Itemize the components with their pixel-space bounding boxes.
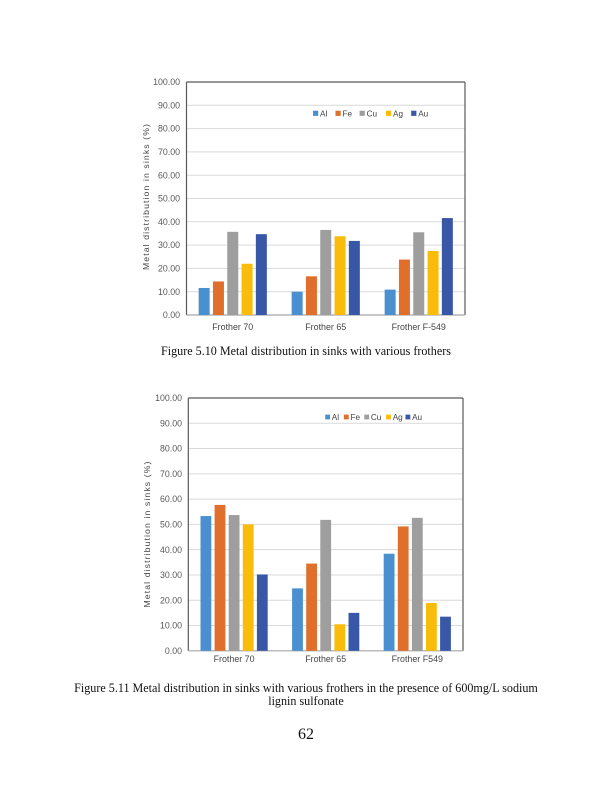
svg-text:10.00: 10.00: [160, 621, 182, 631]
svg-text:50.00: 50.00: [158, 194, 180, 204]
svg-text:Fe: Fe: [343, 109, 353, 118]
svg-text:70.00: 70.00: [158, 147, 180, 157]
svg-text:80.00: 80.00: [160, 444, 182, 454]
svg-text:0.00: 0.00: [163, 310, 180, 320]
svg-text:Au: Au: [418, 109, 428, 118]
svg-text:Ag: Ag: [393, 109, 403, 118]
svg-text:40.00: 40.00: [158, 217, 180, 227]
svg-text:Frother 65: Frother 65: [305, 322, 346, 332]
svg-text:0.00: 0.00: [165, 646, 182, 656]
svg-text:Al: Al: [332, 413, 339, 422]
svg-text:10.00: 10.00: [158, 287, 180, 297]
svg-text:Au: Au: [412, 413, 422, 422]
svg-text:80.00: 80.00: [158, 124, 180, 134]
svg-text:Ag: Ag: [393, 413, 403, 422]
svg-text:Al: Al: [320, 109, 327, 118]
svg-text:Frother F-549: Frother F-549: [392, 322, 446, 332]
svg-text:90.00: 90.00: [160, 418, 182, 428]
svg-text:Fe: Fe: [351, 413, 361, 422]
svg-text:30.00: 30.00: [158, 240, 180, 250]
svg-text:100.00: 100.00: [155, 393, 182, 403]
svg-text:Cu: Cu: [371, 413, 382, 422]
svg-text:100.00: 100.00: [153, 77, 180, 87]
svg-text:Frother 70: Frother 70: [212, 322, 253, 332]
svg-text:70.00: 70.00: [160, 469, 182, 479]
svg-text:30.00: 30.00: [160, 570, 182, 580]
svg-text:Frother F549: Frother F549: [392, 654, 443, 664]
svg-text:20.00: 20.00: [160, 595, 182, 605]
svg-text:Metal distribution in sinks (%: Metal distribution in sinks (%): [141, 123, 151, 270]
svg-text:50.00: 50.00: [160, 519, 182, 529]
svg-text:Cu: Cu: [367, 109, 378, 118]
svg-text:Frother 65: Frother 65: [305, 654, 346, 664]
svg-text:20.00: 20.00: [158, 263, 180, 273]
svg-text:60.00: 60.00: [158, 170, 180, 180]
svg-text:90.00: 90.00: [158, 100, 180, 110]
svg-text:Metal distribution in sinks (%: Metal distribution in sinks (%): [142, 460, 152, 607]
svg-text:60.00: 60.00: [160, 494, 182, 504]
svg-text:Frother 70: Frother 70: [214, 654, 255, 664]
svg-text:40.00: 40.00: [160, 545, 182, 555]
